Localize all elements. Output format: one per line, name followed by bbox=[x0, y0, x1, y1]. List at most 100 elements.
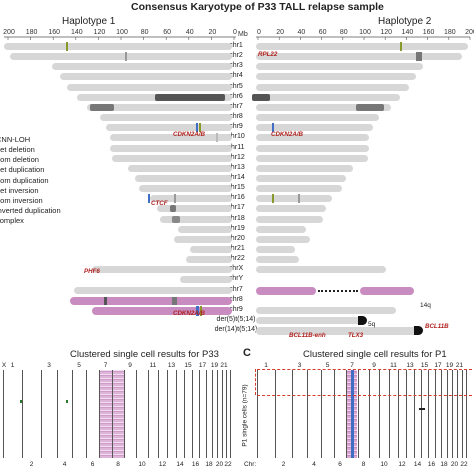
mb-axis-label: Mb bbox=[238, 31, 248, 38]
gene-label-rpl22: RPL22 bbox=[258, 51, 278, 58]
hap1-chromosome-bar bbox=[178, 225, 232, 233]
chromosome-label: chr11 bbox=[227, 143, 245, 151]
left-tick-label: 160 bbox=[48, 29, 61, 36]
axis-tickmarks bbox=[7, 37, 471, 40]
hap1-chromosome-bar bbox=[92, 266, 232, 274]
hap1-chromosome-bar bbox=[10, 53, 232, 61]
legend-item: het duplication bbox=[0, 165, 45, 175]
panel-c-y-label: P1 single cells (n=79) bbox=[241, 384, 249, 447]
right-tick-label: 40 bbox=[297, 29, 306, 36]
sv-marker bbox=[196, 123, 198, 133]
panel-c-bottom-tick: 12 bbox=[398, 461, 406, 468]
panel-c-top-tick: 11 bbox=[390, 362, 397, 369]
der14-fusion-cap bbox=[414, 326, 423, 336]
panel-c-bottom-tick: 14 bbox=[413, 461, 422, 468]
chromosome-label: der(5)t(5;14) bbox=[216, 316, 256, 324]
chromosome-label: chr17 bbox=[227, 204, 245, 212]
gene-label-cdkn2ab-hap1: CDKN2A/B bbox=[173, 131, 205, 138]
chromosome-label: chr5 bbox=[229, 82, 243, 90]
sv-marker bbox=[90, 103, 114, 111]
left-tick-label: 60 bbox=[163, 29, 172, 36]
panel-b-chr-boundary bbox=[226, 370, 227, 458]
panel-c-chr-boundary bbox=[369, 370, 370, 458]
panel-c-top-tick: 9 bbox=[372, 362, 376, 369]
panel-b-top-tick: 17 bbox=[198, 362, 207, 369]
panel-c-bottom-tick: 20 bbox=[450, 461, 459, 468]
panel-b-bottom-tick: 16 bbox=[191, 461, 200, 468]
panel-b-chr-boundary bbox=[124, 370, 125, 458]
panel-c-chr-boundary bbox=[414, 370, 415, 458]
panel-c-bottom-tick: 10 bbox=[380, 461, 388, 468]
panel-c-title: Clustered single cell results for P1 bbox=[303, 349, 447, 360]
hap2-chromosome-bar bbox=[256, 73, 416, 81]
panel-b-chr-boundary bbox=[222, 370, 223, 458]
panel-c-top-tick: 15 bbox=[420, 362, 429, 369]
panel-b-chr-boundary bbox=[86, 370, 87, 458]
panel-c-chr-boundary bbox=[292, 370, 293, 458]
panel-b-top-tick: X bbox=[1, 362, 7, 369]
panel-b-bottom-tick: 20 bbox=[215, 461, 224, 468]
hap1-chromosome-bar bbox=[139, 185, 232, 193]
legend-item: hom duplication bbox=[0, 175, 49, 185]
hap1-chromosome-bar bbox=[157, 205, 232, 213]
hap1-chromosome-bar bbox=[112, 154, 232, 162]
panel-b-pink-region bbox=[113, 370, 124, 458]
right-tick-label: 160 bbox=[422, 29, 435, 36]
chromosome-label: chr7 bbox=[229, 102, 243, 110]
panel-b-chr-boundary bbox=[136, 370, 137, 458]
legend-item: hom inversion bbox=[0, 195, 43, 205]
hap2-chromosome-bar bbox=[256, 195, 333, 203]
chromosome-label: chr18 bbox=[227, 214, 245, 222]
hap1-chromosome-bar bbox=[174, 235, 232, 243]
right-tick-label: 140 bbox=[401, 29, 414, 36]
panel-c-chr-boundary bbox=[421, 370, 422, 458]
hap2-chr7-pink-segment-q bbox=[360, 286, 414, 295]
panel-b-top-tick: 7 bbox=[103, 362, 108, 369]
panel-b-bottom-tick: 14 bbox=[176, 461, 184, 468]
sv-marker bbox=[148, 194, 150, 204]
hap2-chromosome-bar bbox=[256, 225, 307, 233]
panel-c-bottom-tick: 22 bbox=[460, 461, 468, 468]
chromosome-label: chr12 bbox=[227, 153, 245, 161]
hap1-chromosome-bar bbox=[135, 174, 232, 182]
panel-c-chr-boundary bbox=[389, 370, 390, 458]
hap2-chromosome-bar bbox=[256, 235, 310, 243]
panel-c-top-tick: 1 bbox=[264, 362, 268, 369]
left-tick-label: 140 bbox=[70, 29, 83, 36]
hap2-chromosome-bar bbox=[256, 53, 463, 61]
panel-c-bottom-tick: 16 bbox=[427, 461, 436, 468]
chromosome-label: chr1 bbox=[229, 42, 243, 49]
panel-c-chr-boundary bbox=[462, 370, 463, 458]
panel-b-chr-boundary bbox=[230, 370, 231, 458]
hap1-chr9-cdkn2ab-marker bbox=[196, 305, 199, 316]
panel-b-chr-boundary bbox=[158, 370, 159, 458]
hap1-chromosome-bar bbox=[160, 215, 232, 223]
panel-c-chr-boundary bbox=[428, 370, 429, 458]
gene-label-cdkn2ab-der: CDKN2A/B bbox=[173, 310, 205, 317]
der14-bar bbox=[256, 327, 420, 336]
left-tick-label: 200 bbox=[3, 29, 15, 36]
hap1-chromosome-bar bbox=[106, 124, 232, 132]
panel-b-chr-boundary bbox=[217, 370, 218, 458]
sv-marker bbox=[356, 103, 384, 111]
sv-marker bbox=[199, 123, 201, 133]
gene-label-phf6: PHF6 bbox=[84, 268, 100, 275]
chromosome-label: chr19 bbox=[227, 224, 245, 232]
hap1-chromosome-bar bbox=[100, 114, 232, 122]
panel-b-chr-boundary bbox=[57, 370, 58, 458]
gene-label-ctcf: CTCF bbox=[151, 200, 168, 207]
gene-label-cdkn2ab-hap2: CDKN2A/B bbox=[271, 131, 303, 138]
panel-b-chr-boundary bbox=[22, 370, 23, 458]
panel-c-chr-boundary bbox=[406, 370, 407, 458]
right-tick-label: 20 bbox=[276, 29, 285, 36]
hap1-chr9-pink-bar bbox=[92, 306, 232, 315]
panel-c-bottom-tick: 18 bbox=[440, 461, 448, 468]
hap2-chromosome-bar bbox=[256, 205, 326, 213]
left-tick-label: 100 bbox=[116, 29, 128, 36]
panel-c-label: C bbox=[243, 347, 251, 359]
hap2-chromosome-bar bbox=[256, 154, 368, 162]
hap2-chromosome-bar bbox=[256, 124, 374, 132]
chromosome-label: chr8 bbox=[229, 295, 243, 303]
panel-c-bottom-tick: 8 bbox=[361, 461, 366, 468]
panel-b-chr-boundary bbox=[112, 370, 113, 458]
